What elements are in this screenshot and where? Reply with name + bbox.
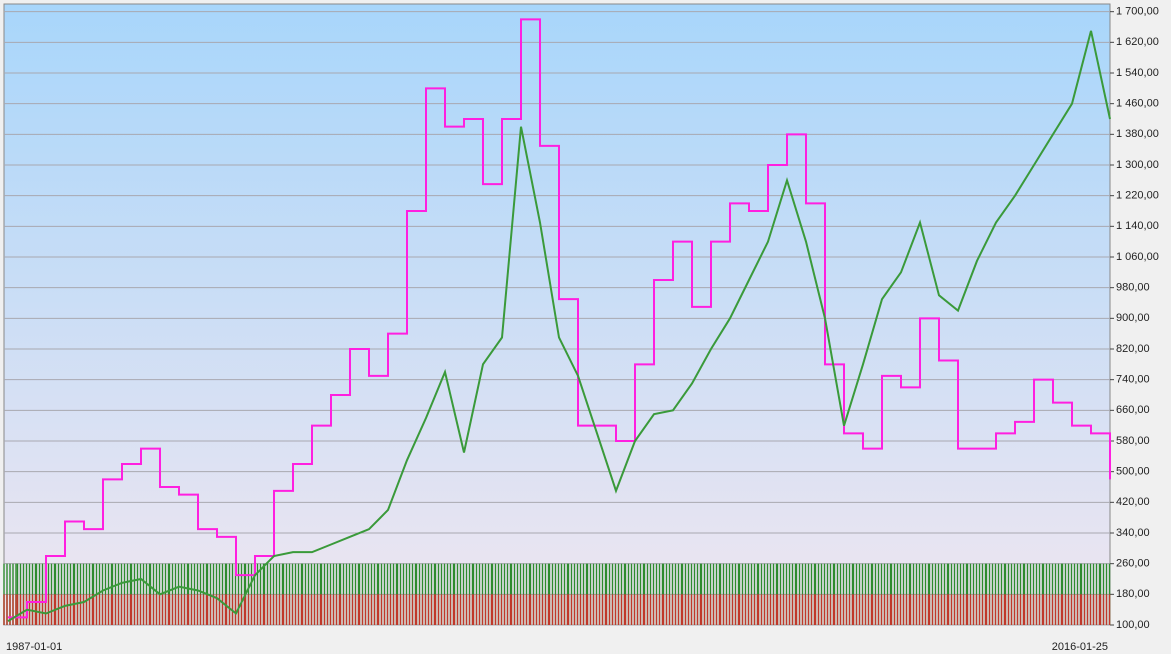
y-tick-label: 1 220,00 (1116, 190, 1159, 202)
y-tick-label: 1 140,00 (1116, 220, 1159, 232)
volume-bar (548, 594, 569, 625)
y-tick-label: 1 700,00 (1116, 6, 1159, 18)
volume-bar (377, 594, 398, 625)
y-tick-label: 1 060,00 (1116, 251, 1159, 263)
volume-bar (624, 594, 645, 625)
volume-bar (586, 594, 607, 625)
y-tick-label: 980,00 (1116, 282, 1150, 294)
x-tick-label: 1987-01-01 (6, 641, 62, 653)
y-tick-label: 900,00 (1116, 312, 1150, 324)
volume-bar (1080, 594, 1101, 625)
volume-bar (871, 594, 892, 625)
y-tick-label: 580,00 (1116, 435, 1150, 447)
volume-bar (282, 594, 303, 625)
volume-bar (396, 594, 417, 625)
price-line (7, 30, 1111, 623)
volume-bar (510, 594, 531, 625)
volume-bar (966, 594, 987, 625)
volume-bar (206, 594, 227, 625)
volume-bar (130, 594, 151, 625)
y-tick-label: 1 540,00 (1116, 67, 1159, 79)
volume-bar (415, 594, 436, 625)
volume-bar (320, 594, 341, 625)
volume-bar (187, 594, 208, 625)
volume-bar (643, 594, 664, 625)
volume-bar (985, 594, 1006, 625)
y-tick-label: 1 620,00 (1116, 36, 1159, 48)
volume-bar (757, 594, 778, 625)
volume-bar (92, 594, 113, 625)
volume-bar (434, 594, 455, 625)
volume-bar (852, 594, 873, 625)
y-tick-label: 100,00 (1116, 619, 1150, 631)
volume-bar (225, 594, 246, 625)
volume-bar (358, 594, 379, 625)
volume-bar (301, 594, 322, 625)
volume-bar (54, 594, 75, 625)
volume-bar (795, 594, 816, 625)
indicator-line (8, 18, 1111, 619)
volume-bar (1042, 594, 1063, 625)
y-tick-label: 660,00 (1116, 404, 1150, 416)
y-tick-label: 420,00 (1116, 496, 1150, 508)
plot-area (3, 3, 1111, 626)
volume-bar (890, 594, 911, 625)
volume-bar (263, 594, 284, 625)
volume-bar (472, 594, 493, 625)
volume-bar (1061, 594, 1082, 625)
volume-bar (681, 594, 702, 625)
volume-bar (776, 594, 797, 625)
volume-bar (491, 594, 512, 625)
volume-bar (149, 594, 170, 625)
volume-bar (35, 594, 56, 625)
volume-bar (947, 594, 968, 625)
volume-bar (928, 594, 949, 625)
y-tick-label: 1 460,00 (1116, 98, 1159, 110)
volume-bar (1099, 594, 1111, 625)
volume-bar (738, 594, 759, 625)
volume-bar (814, 594, 835, 625)
y-tick-label: 1 380,00 (1116, 128, 1159, 140)
x-tick-label: 2016-01-25 (1052, 641, 1108, 653)
volume-bar (244, 594, 265, 625)
volume-bar (1023, 594, 1044, 625)
volume-bar (605, 594, 626, 625)
y-tick-label: 180,00 (1116, 588, 1150, 600)
volume-bar (1004, 594, 1025, 625)
volume-bar (909, 594, 930, 625)
volume-bar (453, 594, 474, 625)
volume-bar (833, 594, 854, 625)
volume-bar (700, 594, 721, 625)
volume-bar (567, 594, 588, 625)
y-tick-label: 500,00 (1116, 466, 1150, 478)
volume-bar (111, 594, 132, 625)
volume-bar (168, 594, 189, 625)
volume-bar (529, 594, 550, 625)
volume-bar (339, 594, 360, 625)
y-tick-label: 260,00 (1116, 558, 1150, 570)
y-tick-label: 340,00 (1116, 527, 1150, 539)
y-tick-label: 740,00 (1116, 374, 1150, 386)
y-tick-label: 820,00 (1116, 343, 1150, 355)
volume-bar (662, 594, 683, 625)
volume-bar (719, 594, 740, 625)
y-tick-label: 1 300,00 (1116, 159, 1159, 171)
